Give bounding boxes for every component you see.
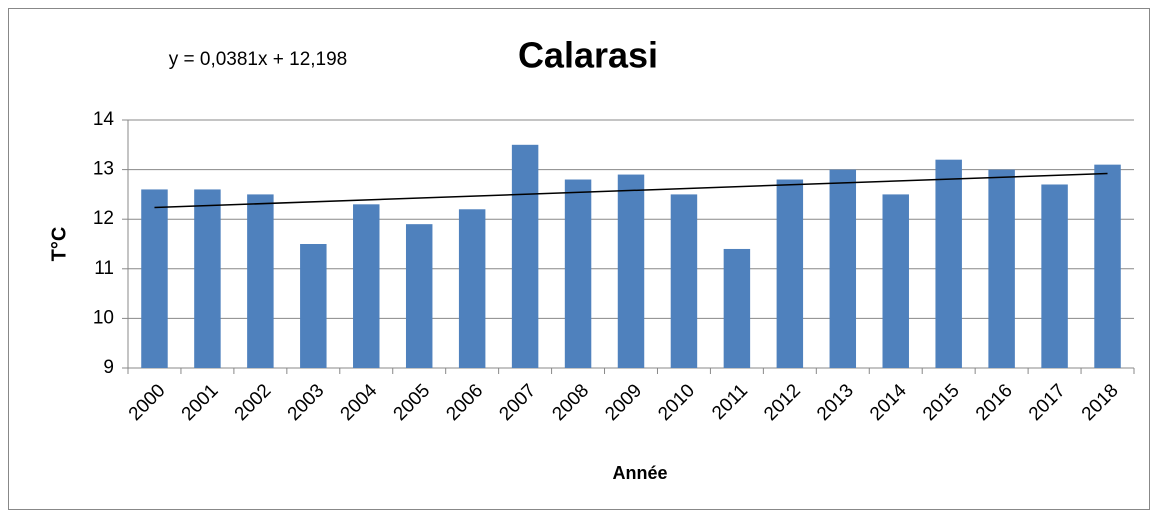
trendline — [154, 172, 1108, 209]
chart-title: Calarasi — [518, 35, 658, 76]
bar — [723, 248, 751, 368]
bar — [1094, 164, 1121, 368]
bar — [617, 174, 645, 368]
y-tick-label: 10 — [93, 307, 114, 328]
bar — [776, 179, 804, 368]
y-tick-label: 14 — [93, 109, 115, 130]
bar — [829, 169, 857, 368]
bar — [353, 204, 380, 368]
x-axis-title: Année — [612, 463, 667, 483]
bar — [511, 144, 539, 368]
bar — [458, 209, 486, 368]
bar — [988, 169, 1015, 368]
bar — [194, 189, 221, 368]
y-tick-label: 11 — [94, 258, 114, 279]
bar — [247, 194, 274, 368]
bar — [300, 244, 327, 368]
bar — [564, 179, 592, 368]
bar — [882, 194, 909, 368]
bar — [935, 159, 962, 368]
y-tick-label: 12 — [93, 208, 114, 229]
y-tick-label: 9 — [103, 357, 114, 378]
y-tick-label: 13 — [93, 159, 114, 180]
bar — [405, 224, 433, 368]
bar — [141, 189, 168, 368]
bar — [670, 194, 698, 368]
trendline-equation: y = 0,0381x + 12,198 — [169, 49, 348, 70]
y-axis-title: T°C — [48, 227, 70, 262]
bar — [1041, 184, 1068, 368]
